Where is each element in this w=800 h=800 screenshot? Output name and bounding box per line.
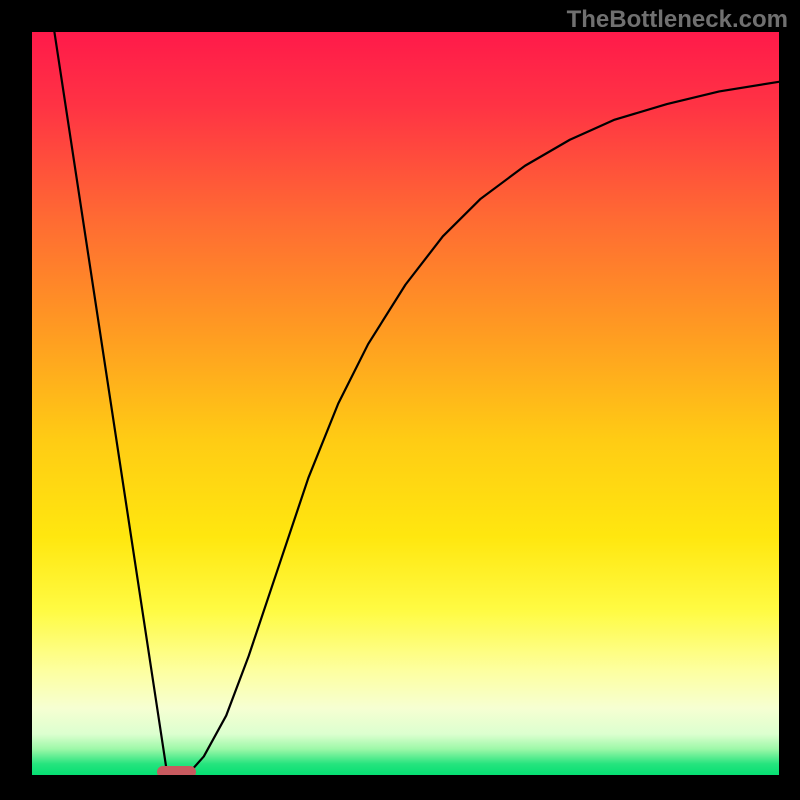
plot-svg — [32, 32, 779, 775]
gradient-background — [32, 32, 779, 775]
watermark-text: TheBottleneck.com — [567, 6, 788, 34]
chart-container: TheBottleneck.com — [0, 0, 800, 800]
plot-area — [32, 32, 779, 775]
